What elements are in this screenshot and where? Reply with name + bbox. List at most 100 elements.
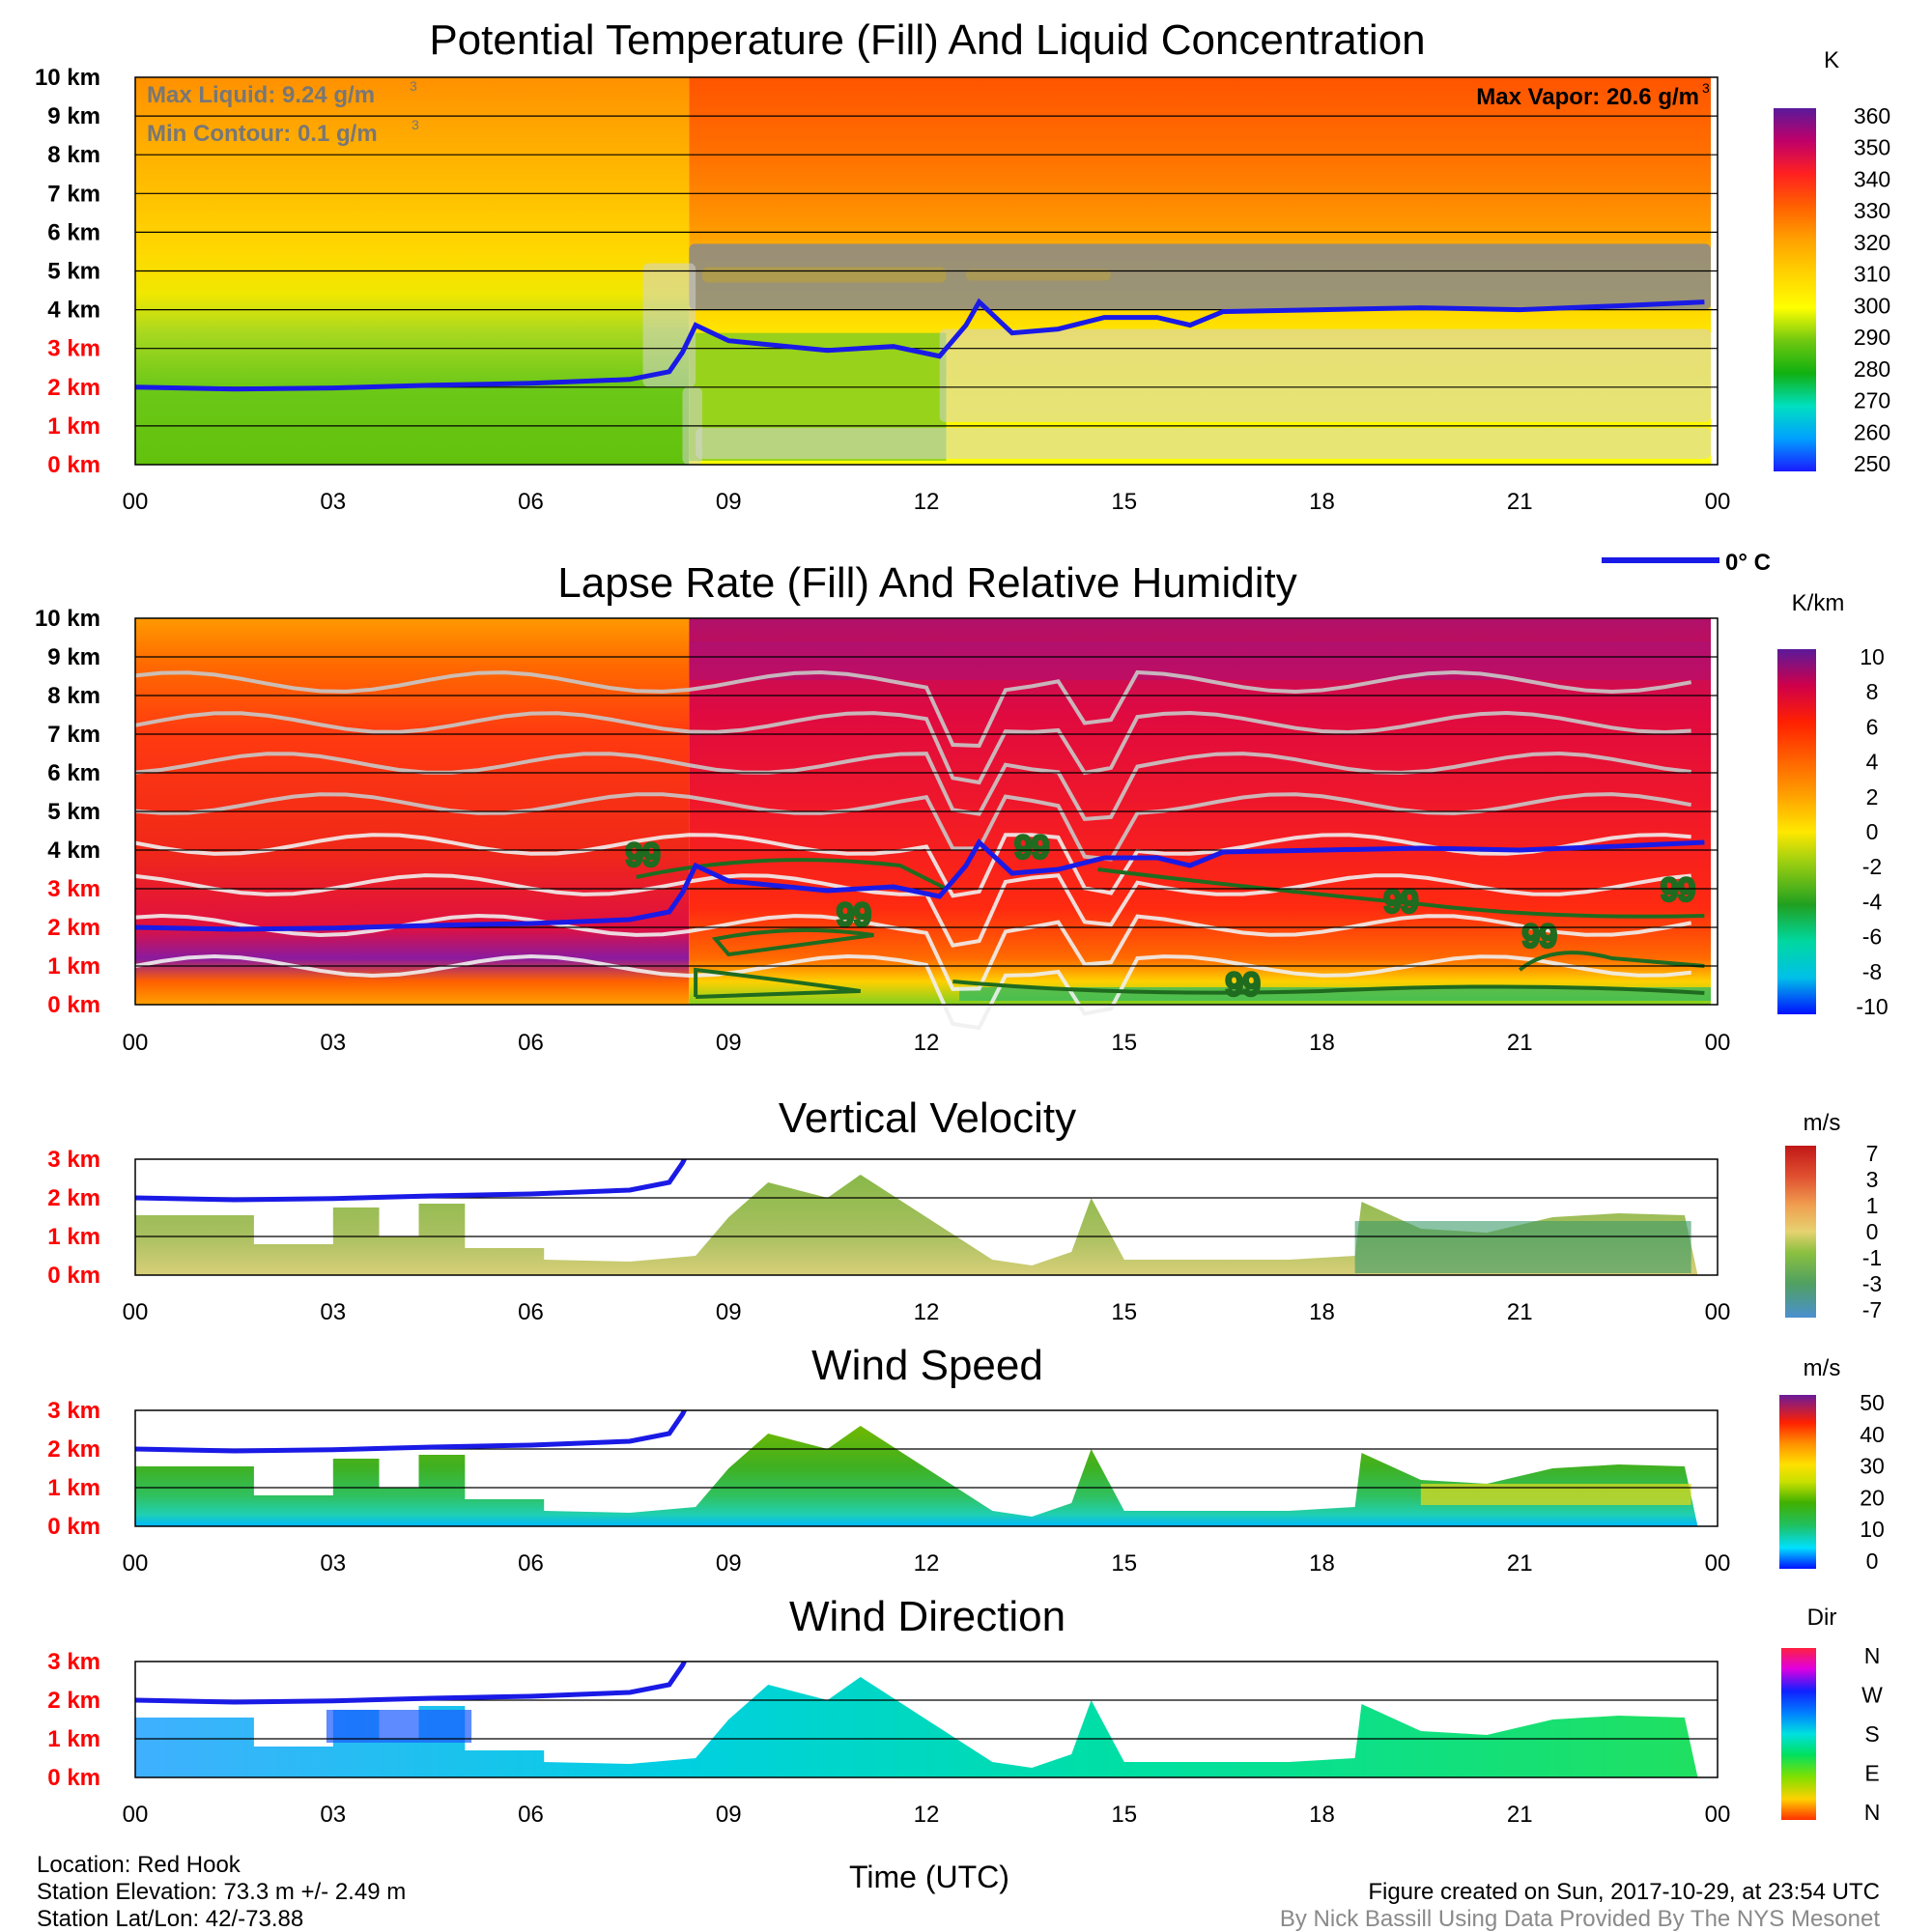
wdir-x-axis: 00 03 06 09 12 15 18 21 00 [123, 1802, 1731, 1828]
theta-gridlines [135, 115, 1718, 427]
rh99-contour [1518, 951, 1705, 972]
y-tick-label: 1 km [47, 1726, 100, 1752]
y-tick-label: 2 km [47, 1688, 100, 1714]
wspd-colorbar: m/s 50 40 30 20 10 0 [1779, 1355, 1885, 1574]
colorbar-label: 270 [1854, 388, 1890, 413]
colorbar-label: N [1864, 1643, 1881, 1668]
colorbar-label: 0 [1866, 819, 1879, 844]
wspd-strong-layer [1420, 1484, 1691, 1505]
vvel-y-axis: 3 km 2 km 1 km 0 km [47, 1147, 100, 1289]
rh99-contour [711, 927, 874, 957]
colorbar-label: 330 [1854, 198, 1890, 223]
max-liquid-label: Max Liquid: 9.24 g/m [147, 82, 375, 108]
lapse-colorbar: K/km 10 8 6 4 2 0 -2 -4 -6 -8 -10 [1777, 590, 1889, 1019]
x-tick-label: 00 [123, 1299, 149, 1325]
colorbar-label: 8 [1866, 679, 1879, 704]
x-tick-label: 21 [1507, 489, 1533, 515]
rh99-label: 99 [1226, 967, 1261, 1002]
colorbar-label: -10 [1856, 994, 1888, 1019]
lapse-freezing-line [135, 838, 1705, 932]
x-tick-label: 09 [716, 1550, 742, 1577]
x-tick-label: 21 [1507, 1030, 1533, 1056]
colorbar-label: -4 [1862, 889, 1883, 914]
x-tick-label: 21 [1507, 1550, 1533, 1577]
theta-freezing-line [135, 298, 1705, 392]
x-tick-label: 03 [320, 1030, 346, 1056]
colorbar-ramp [1781, 1648, 1816, 1820]
vvel-downdraft [1354, 1221, 1691, 1273]
wspd-echo-fill [135, 1426, 1698, 1526]
credit-label: By Nick Bassill Using Data Provided By T… [1280, 1906, 1880, 1932]
colorbar-unit: m/s [1804, 1110, 1841, 1136]
theta-frame [134, 76, 1719, 466]
x-tick-label: 18 [1309, 489, 1335, 515]
x-tick-label: 06 [518, 1802, 544, 1828]
colorbar-label: 3 [1866, 1167, 1879, 1192]
y-tick-label: 4 km [47, 838, 100, 864]
lapse-field-upper [689, 641, 1712, 680]
colorbar-label: -7 [1862, 1297, 1882, 1322]
x-tick-label: 00 [1705, 489, 1731, 515]
y-tick-label: 3 km [47, 1147, 100, 1173]
vvel-title: Vertical Velocity [779, 1094, 1076, 1142]
rh99-label: 99 [1661, 872, 1695, 907]
colorbar-label: 30 [1860, 1454, 1885, 1479]
x-tick-label: 06 [518, 1299, 544, 1325]
x-tick-label: 09 [716, 1030, 742, 1056]
liquid-region [689, 243, 1712, 310]
x-tick-label: 00 [1705, 1030, 1731, 1056]
wdir-y-axis: 3 km 2 km 1 km 0 km [47, 1649, 100, 1791]
x-tick-label: 15 [1111, 1802, 1137, 1828]
x-tick-label: 00 [123, 489, 149, 515]
x-tick-label: 15 [1111, 489, 1137, 515]
colorbar-label: 2 [1866, 784, 1879, 810]
lapse-x-axis: 00 03 06 09 12 15 18 21 00 [123, 1030, 1731, 1056]
freezing-legend: 0° C [1602, 550, 1771, 576]
colorbar-ramp [1774, 108, 1816, 471]
y-tick-label: 0 km [47, 1263, 100, 1289]
wspd-field [135, 1426, 1698, 1526]
lapse-y-axis: 10 km 9 km 8 km 7 km 6 km 5 km 4 km 3 km 2 km 1 k… [35, 606, 100, 1018]
colorbar-label: E [1864, 1761, 1879, 1786]
vvel-x-axis: 00 03 06 09 12 15 18 21 00 [123, 1299, 1731, 1325]
wdir-field [135, 1677, 1698, 1777]
colorbar-ramp [1779, 1395, 1816, 1569]
vvel-frame [134, 1158, 1719, 1276]
y-tick-label: 8 km [47, 142, 100, 168]
x-tick-label: 18 [1309, 1030, 1335, 1056]
max-vapor-label: Max Vapor: 20.6 g/m [1476, 84, 1699, 110]
x-tick-label: 06 [518, 1030, 544, 1056]
x-tick-label: 09 [716, 1299, 742, 1325]
x-tick-label: 00 [1705, 1802, 1731, 1828]
colorbar-label: 7 [1866, 1141, 1879, 1166]
wdir-title: Wind Direction [789, 1593, 1065, 1640]
y-tick-label: 9 km [47, 644, 100, 670]
rh-contour [134, 751, 1691, 821]
y-tick-label: 3 km [47, 1649, 100, 1675]
wdir-panel: Wind Direction 3 km 2 km 1 km 0 km 00 03 06 09 12… [47, 1593, 1883, 1828]
liquid-core [965, 269, 1112, 281]
x-tick-label: 00 [123, 1030, 149, 1056]
colorbar-label: 260 [1854, 419, 1890, 444]
theta-title: Potential Temperature (Fill) And Liquid … [429, 16, 1425, 64]
y-tick-label: 10 km [35, 606, 100, 632]
colorbar-label: 1 [1866, 1193, 1879, 1218]
min-contour-label: Min Contour: 0.1 g/m [147, 121, 378, 147]
y-tick-label: 0 km [47, 1514, 100, 1540]
colorbar-unit: K [1824, 47, 1839, 73]
colorbar-label: 320 [1854, 230, 1890, 255]
colorbar-label: 0 [1866, 1548, 1879, 1574]
rh99-label: 99 [1522, 919, 1557, 953]
colorbar-ramp [1785, 1146, 1816, 1318]
colorbar-label: 50 [1860, 1390, 1885, 1415]
colorbar-label: 10 [1860, 644, 1885, 669]
liquid-core [701, 267, 947, 283]
x-tick-label: 03 [320, 1299, 346, 1325]
wspd-frame [134, 1409, 1719, 1527]
x-tick-label: 18 [1309, 1299, 1335, 1325]
theta-x-axis: 00 03 06 09 12 15 18 21 00 [123, 489, 1731, 515]
colorbar-label: 290 [1854, 325, 1890, 350]
wspd-freezing-line [135, 1410, 688, 1454]
x-tick-label: 18 [1309, 1550, 1335, 1577]
